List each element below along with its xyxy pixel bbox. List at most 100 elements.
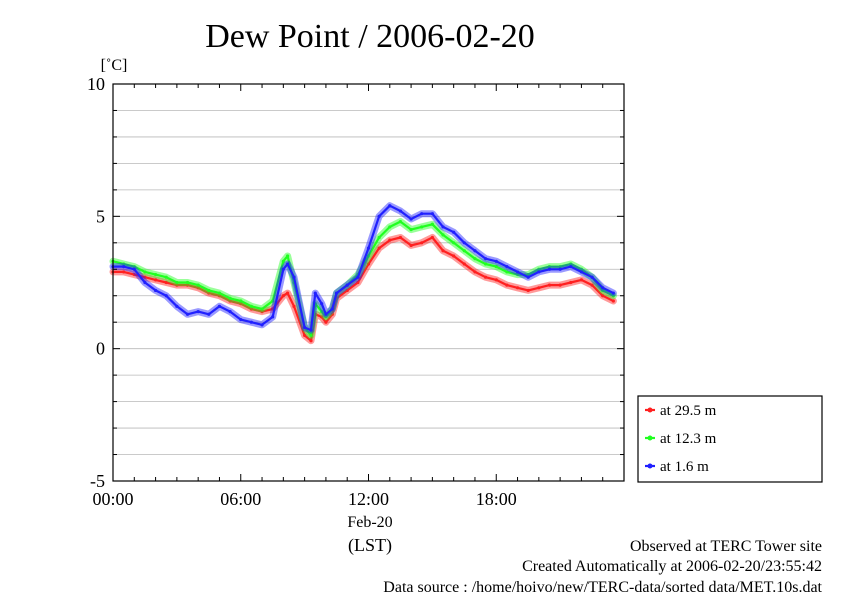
data-point bbox=[515, 286, 520, 290]
data-point bbox=[281, 259, 285, 263]
data-point bbox=[324, 315, 328, 319]
axis-ticks: 10 5 0 -500:00 06:00 12:00 18:00 bbox=[87, 74, 625, 509]
data-point bbox=[285, 291, 290, 295]
data-point bbox=[260, 310, 264, 314]
data-point bbox=[320, 310, 324, 314]
data-point bbox=[345, 283, 349, 287]
data-point bbox=[217, 304, 222, 308]
legend-label: at 12.3 m bbox=[660, 431, 717, 447]
data-point bbox=[281, 294, 285, 298]
data-point bbox=[452, 241, 456, 245]
y-tick-label: 10 bbox=[87, 74, 105, 94]
grid-lines bbox=[113, 110, 624, 455]
data-point bbox=[185, 283, 190, 287]
data-point bbox=[309, 339, 313, 343]
data-point bbox=[164, 280, 168, 285]
data-point bbox=[153, 288, 158, 293]
data-point bbox=[420, 241, 424, 245]
data-point bbox=[398, 220, 403, 224]
data-point bbox=[526, 288, 530, 293]
data-point bbox=[409, 217, 413, 221]
data-point bbox=[196, 286, 200, 290]
footer-created: Created Automatically at 2006-02-20/23:5… bbox=[522, 558, 822, 575]
data-point bbox=[494, 265, 498, 269]
data-point bbox=[164, 275, 168, 279]
data-point bbox=[196, 283, 200, 287]
data-point bbox=[153, 278, 158, 282]
data-point bbox=[388, 204, 392, 208]
data-point bbox=[569, 262, 573, 266]
data-point bbox=[320, 315, 324, 319]
chart-title: Dew Point / 2006-02-20 bbox=[205, 18, 535, 55]
data-point bbox=[271, 315, 275, 319]
data-point bbox=[611, 291, 615, 295]
data-point bbox=[547, 265, 552, 269]
data-point bbox=[547, 283, 552, 287]
legend: at 29.5 m at 12.3 m at 1.6 m bbox=[637, 395, 823, 483]
y-axis-unit: [˚C] bbox=[101, 57, 128, 74]
data-point bbox=[441, 233, 445, 237]
data-point bbox=[505, 265, 509, 269]
data-point bbox=[324, 312, 328, 316]
data-point bbox=[185, 312, 190, 316]
data-point bbox=[579, 267, 584, 271]
data-point bbox=[526, 275, 530, 279]
series-line-2 bbox=[113, 204, 614, 332]
data-point bbox=[285, 262, 290, 266]
data-point bbox=[558, 267, 562, 271]
data-point bbox=[356, 280, 360, 285]
data-point bbox=[601, 288, 605, 293]
data-point bbox=[462, 249, 466, 253]
data-point bbox=[249, 307, 253, 311]
data-point bbox=[473, 270, 477, 274]
y-tick-label: 5 bbox=[96, 206, 105, 226]
footer-site: Observed at TERC Tower site bbox=[630, 538, 822, 555]
data-point bbox=[207, 288, 211, 293]
x-tick-label: 12:00 bbox=[348, 489, 389, 509]
y-tick-label: 0 bbox=[96, 339, 105, 359]
data-point bbox=[175, 304, 179, 308]
data-point bbox=[228, 296, 232, 300]
data-point bbox=[228, 310, 232, 314]
data-point bbox=[420, 212, 424, 216]
data-point bbox=[601, 294, 605, 298]
data-point bbox=[122, 265, 126, 269]
data-point bbox=[515, 272, 520, 277]
data-point bbox=[228, 299, 232, 303]
legend-marker bbox=[647, 435, 653, 441]
data-point bbox=[505, 270, 509, 274]
series-layer bbox=[109, 202, 617, 345]
data-point bbox=[330, 307, 334, 311]
data-point bbox=[398, 235, 403, 240]
data-point bbox=[356, 275, 360, 279]
data-point bbox=[537, 286, 541, 290]
data-point bbox=[452, 254, 456, 258]
data-point bbox=[281, 267, 285, 271]
data-point bbox=[430, 222, 434, 226]
data-point bbox=[441, 249, 445, 253]
x-tick-label: 18:00 bbox=[476, 489, 517, 509]
legend-marker bbox=[647, 407, 653, 413]
data-point bbox=[430, 235, 434, 240]
data-point bbox=[292, 304, 296, 308]
legend-label: at 1.6 m bbox=[660, 459, 709, 475]
data-point bbox=[164, 294, 168, 298]
data-point bbox=[366, 246, 371, 250]
data-point bbox=[303, 325, 307, 330]
data-point bbox=[409, 243, 413, 248]
data-point bbox=[473, 257, 477, 261]
data-point bbox=[207, 291, 211, 295]
legend-marker bbox=[647, 463, 653, 469]
data-point bbox=[484, 262, 488, 266]
data-point bbox=[309, 328, 313, 332]
data-point bbox=[558, 283, 562, 287]
data-point bbox=[324, 320, 328, 324]
data-point bbox=[303, 333, 307, 338]
data-point bbox=[569, 265, 573, 269]
data-point bbox=[285, 254, 290, 258]
data-point bbox=[377, 214, 381, 218]
x-tick-label: 06:00 bbox=[220, 489, 261, 509]
data-point bbox=[590, 283, 594, 287]
data-point bbox=[420, 225, 424, 229]
data-point bbox=[185, 280, 190, 285]
